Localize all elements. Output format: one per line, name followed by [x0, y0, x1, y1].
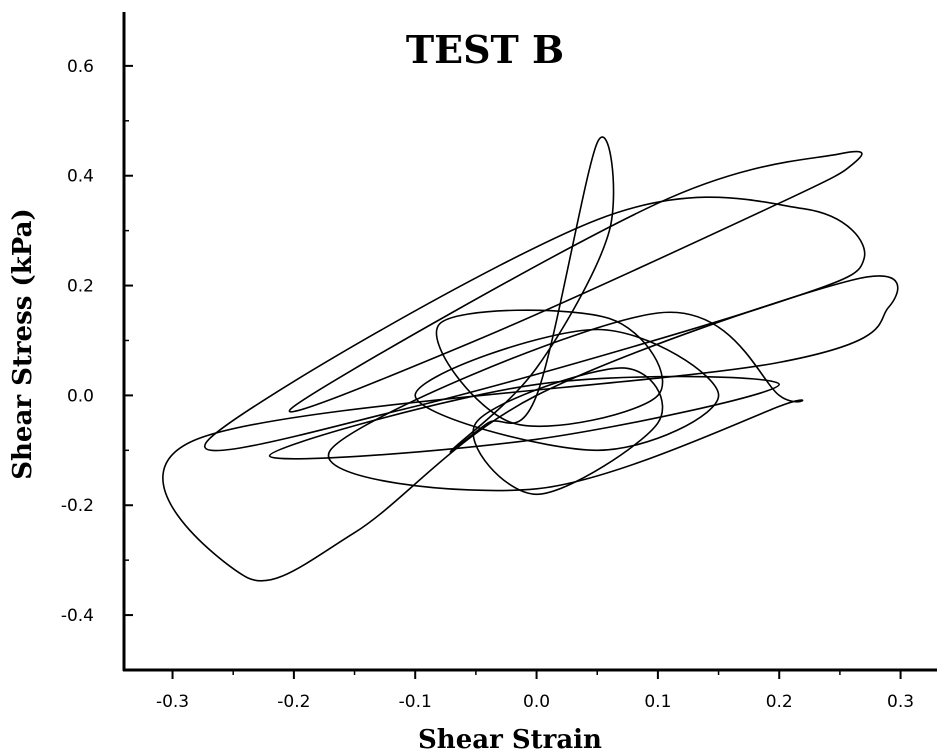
hysteresis-loop — [288, 150, 863, 413]
hysteresis-loop — [327, 311, 804, 492]
hysteresis-loop — [414, 328, 720, 452]
y-axis-title: Shear Stress (kPa) — [8, 208, 38, 480]
hysteresis-loop — [268, 375, 781, 460]
hysteresis-loop — [472, 367, 664, 496]
x-tick-label: 0.1 — [644, 692, 671, 712]
y-tick-label: 0.2 — [67, 277, 94, 297]
hysteresis-loop — [435, 309, 664, 427]
x-tick-label: -0.2 — [277, 692, 310, 712]
y-ticks: -0.4 -0.2 0.0 0.2 0.4 0.6 — [61, 57, 133, 671]
hysteresis-loop — [449, 136, 615, 453]
x-tick-label: -0.1 — [399, 692, 432, 712]
y-tick-label: 0.0 — [67, 386, 94, 406]
y-tick-label: -0.4 — [61, 606, 94, 626]
x-ticks: -0.3 -0.2 -0.1 0.0 0.1 0.2 0.3 — [156, 670, 914, 712]
x-tick-label: 0.0 — [523, 692, 550, 712]
x-tick-label: 0.2 — [766, 692, 793, 712]
y-tick-label: 0.6 — [67, 57, 94, 77]
hysteresis-loop — [204, 196, 866, 452]
y-tick-label: 0.4 — [67, 167, 94, 187]
hysteresis-loop — [162, 275, 899, 582]
x-tick-label: 0.3 — [887, 692, 914, 712]
x-tick-label: -0.3 — [156, 692, 189, 712]
chart-title: TEST B — [406, 27, 564, 72]
plot-curves — [162, 136, 899, 582]
x-axis-title: Shear Strain — [418, 725, 602, 755]
y-tick-label: -0.2 — [61, 496, 94, 516]
